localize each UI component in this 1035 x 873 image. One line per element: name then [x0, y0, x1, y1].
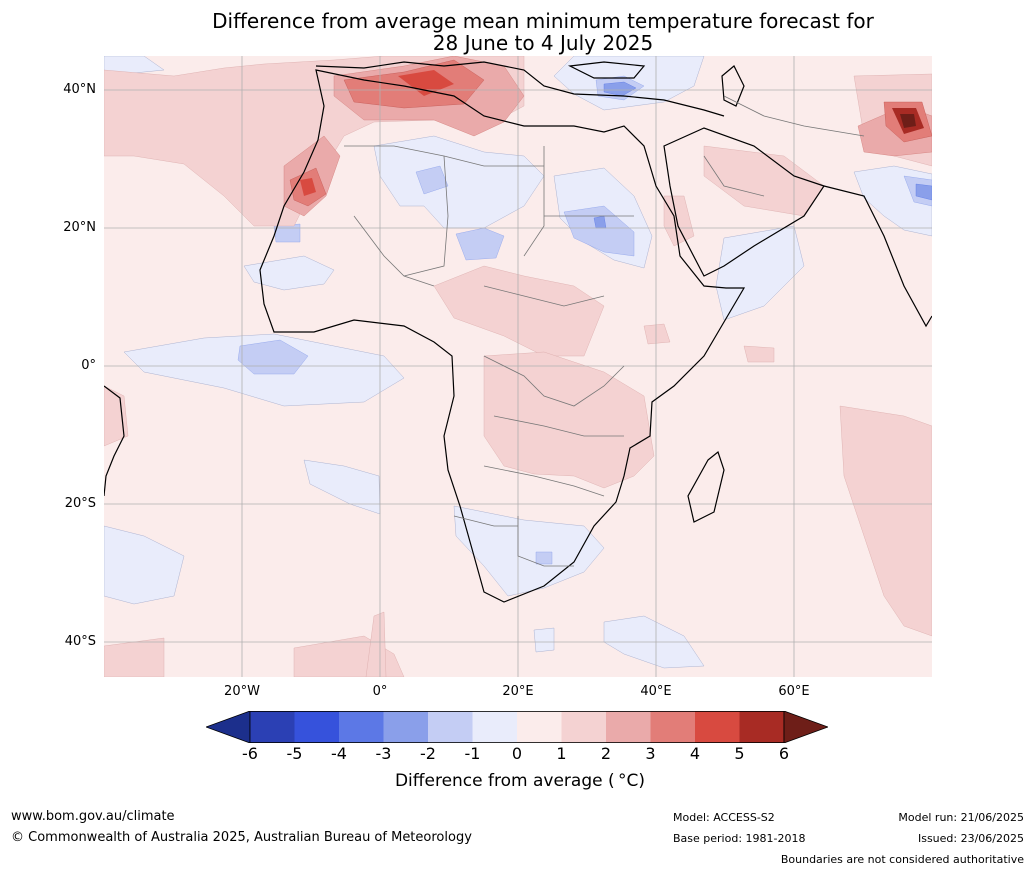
colorbar-cell: [383, 711, 428, 743]
title-line-1: Difference from average mean minimum tem…: [212, 9, 874, 33]
lon-label-60e: 60°E: [778, 684, 810, 699]
colorbar-cell: [650, 711, 695, 743]
coastline: [104, 61, 932, 603]
colorbar-cell: [695, 711, 740, 743]
lon-label-0: 0°: [372, 684, 388, 699]
forecast-map: [104, 56, 932, 677]
lat-label-20s: 20°S: [64, 496, 96, 511]
colorbar-tick-label: 1: [556, 744, 567, 763]
colorbar-cell: [472, 711, 517, 743]
colorbar-tick-label: -5: [286, 744, 303, 763]
colorbar-tick-label: -4: [331, 744, 347, 763]
anomaly-neg-medium: [237, 75, 932, 565]
footer-base-period: Base period: 1981-2018: [673, 832, 806, 845]
footer-disclaimer: Boundaries are not considered authoritat…: [780, 853, 1024, 866]
footer-copyright: © Commonwealth of Australia 2025, Austra…: [11, 830, 472, 845]
colorbar-tick-label: -2: [420, 744, 436, 763]
colorbar-cell: [517, 711, 562, 743]
colorbar-label: Difference from average ( °C): [394, 771, 646, 791]
colorbar-cell: [606, 711, 651, 743]
colorbar-tick-label: 6: [778, 744, 790, 763]
anomaly-pos-extreme: [300, 70, 924, 196]
colorbar-tick-label: -6: [242, 744, 258, 763]
colorbar-cell: [428, 711, 473, 743]
colorbar-tick-label: 0: [511, 744, 523, 763]
colorbar-cells: [206, 711, 828, 743]
colorbar-tick-label: 5: [734, 744, 745, 763]
footer-model: Model: ACCESS-S2: [673, 811, 775, 824]
colorbar-tick-label: -1: [464, 744, 481, 763]
lat-label-20n: 20°N: [63, 220, 96, 235]
anomaly-neg-dark: [593, 81, 932, 229]
colorbar-tick-label: 4: [689, 744, 701, 763]
title-line-2: 28 June to 4 July 2025: [432, 31, 654, 55]
colorbar-cell: [294, 711, 339, 743]
lon-label-40e: 40°E: [640, 684, 672, 699]
footer-issued: Issued: 23/06/2025: [917, 832, 1024, 845]
footer-website: www.bom.gov.au/climate: [11, 809, 175, 824]
colorbar-cell: [561, 711, 606, 743]
colorbar-tick-label: 3: [645, 744, 656, 763]
lon-label-20w: 20°W: [224, 684, 260, 699]
lat-label-0: 0°: [81, 358, 96, 373]
colorbar-tick-label: 2: [600, 744, 612, 763]
colorbar-extension-low: [206, 711, 251, 743]
lat-label-40s: 40°S: [64, 634, 96, 649]
colorbar: [206, 711, 828, 743]
country-borders: [344, 95, 865, 567]
footer-model-run: Model run: 21/06/2025: [898, 811, 1024, 824]
colorbar-cell: [339, 711, 384, 743]
colorbar-tick-label: -3: [375, 744, 392, 763]
lat-label-40n: 40°N: [63, 82, 96, 97]
map-title: Difference from average mean minimum tem…: [100, 10, 986, 54]
graticule: [104, 56, 932, 677]
colorbar-cell: [250, 711, 295, 743]
colorbar-extension-high: [783, 711, 828, 743]
map-svg: [104, 56, 932, 677]
lon-label-20e: 20°E: [502, 684, 534, 699]
colorbar-cell: [739, 711, 784, 743]
